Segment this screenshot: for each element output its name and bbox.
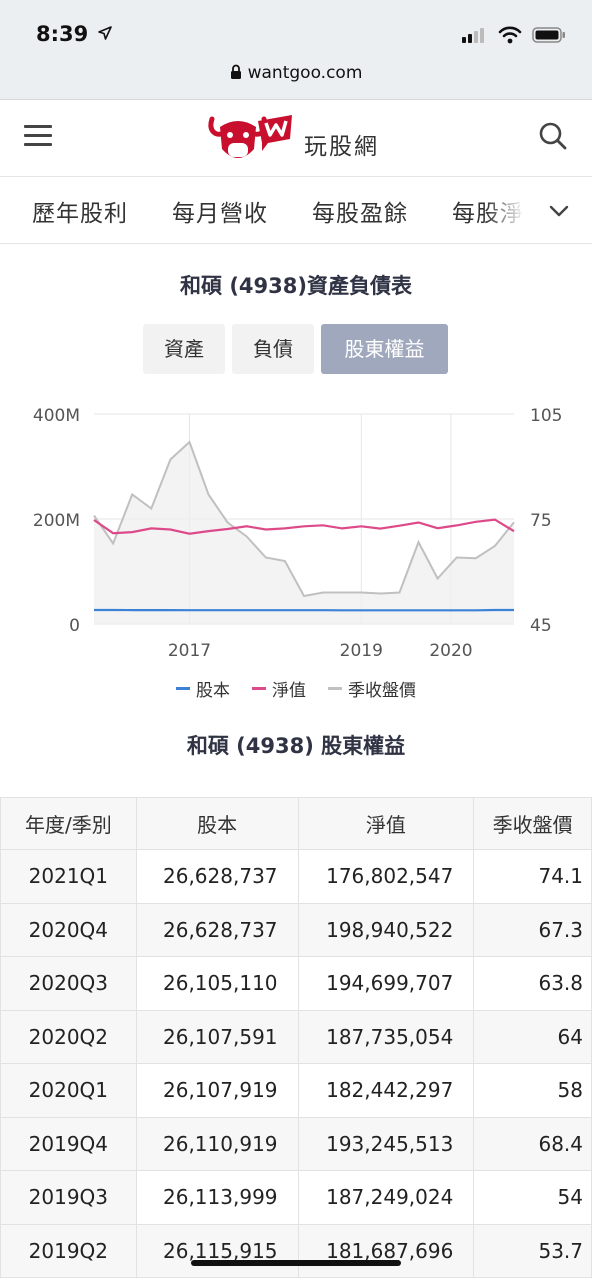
cell-net-value: 194,699,707: [297, 956, 475, 1011]
chart-title: 和碩 (4938)資產負債表: [180, 274, 412, 298]
series-line-price: [93, 440, 515, 598]
equity-table: 年度/季別 股本 淨值 季收盤價 2021Q1 26,628,737 176,802…: [0, 797, 592, 1278]
clock: 8:39: [36, 22, 89, 46]
wifi-icon: [498, 26, 522, 44]
cell-capital: 26,110,919: [135, 1116, 299, 1171]
tab-monthly-revenue[interactable]: 每月營收: [172, 201, 268, 227]
cellular-signal-icon: [462, 28, 484, 43]
cell-capital: 26,113,999: [135, 1170, 299, 1225]
legend-swatch: [176, 686, 190, 690]
table-row: 2020Q2 26,107,591 187,735,054 64: [0, 1009, 592, 1064]
table-row: 2020Q3 26,105,110 194,699,707 63.8: [0, 956, 592, 1011]
legend-swatch: [252, 686, 266, 690]
cell-period: 2020Q2: [0, 1009, 137, 1064]
system-icons: [462, 26, 566, 44]
cell-period: 2020Q1: [0, 1063, 137, 1118]
column-header-net-value[interactable]: 淨值: [297, 797, 475, 850]
browser-status-bar: 8:39 wantgoo.com: [0, 0, 592, 100]
cell-price: 63.8: [473, 956, 592, 1011]
cell-net-value: 187,735,054: [297, 1009, 475, 1064]
cell-capital: 26,115,915: [135, 1223, 299, 1278]
table-header-row: 年度/季別 股本 淨值 季收盤價: [0, 797, 592, 850]
cell-period: 2021Q1: [0, 849, 137, 904]
hamburger-menu-icon[interactable]: [24, 125, 52, 149]
lock-icon: [230, 64, 241, 79]
site-header: 玩股網: [0, 101, 592, 177]
legend-item-capital[interactable]: 股本: [176, 676, 230, 701]
cell-net-value: 187,249,024: [297, 1170, 475, 1225]
equity-chart: 400M 105 200M 75 0 45 2017 2019 2020: [33, 406, 563, 661]
left-axis-tick-label: 200M: [33, 511, 80, 531]
cell-net-value: 198,940,522: [297, 902, 475, 957]
column-header-period[interactable]: 年度/季別: [0, 797, 137, 850]
cell-price: 58: [473, 1063, 592, 1118]
cell-period: 2019Q3: [0, 1170, 137, 1225]
cell-price: 64: [473, 1009, 592, 1064]
left-axis-tick-label: 400M: [33, 406, 80, 426]
site-name: 玩股網: [304, 134, 379, 160]
price-area: [94, 442, 514, 624]
cell-price: 68.4: [473, 1116, 592, 1171]
x-axis-tick-label: 2017: [168, 641, 211, 661]
legend-label: 股本: [196, 680, 230, 701]
table-row: 2019Q3 26,113,999 187,249,024 54: [0, 1170, 592, 1225]
table-row: 2020Q1 26,107,919 182,442,297 58: [0, 1063, 592, 1118]
table-row: 2020Q4 26,628,737 198,940,522 67.3: [0, 902, 592, 957]
cell-capital: 26,105,110: [135, 956, 299, 1011]
battery-icon: [532, 27, 565, 43]
url-text: wantgoo.com: [247, 63, 363, 83]
cell-net-value: 182,442,297: [297, 1063, 475, 1118]
cell-period: 2020Q3: [0, 956, 137, 1011]
legend-label: 季收盤價: [348, 680, 416, 701]
column-header-price[interactable]: 季收盤價: [473, 797, 592, 850]
cell-capital: 26,107,919: [135, 1063, 299, 1118]
cell-price: 53.7: [473, 1223, 592, 1278]
category-tabs: 歷年股利 每月營收 每股盈餘 每股淨: [0, 178, 592, 244]
column-header-capital[interactable]: 股本: [135, 797, 299, 850]
cell-period: 2019Q2: [0, 1223, 137, 1278]
cell-period: 2019Q4: [0, 1116, 137, 1171]
cell-net-value: 193,245,513: [297, 1116, 475, 1171]
table-row: 2019Q2 26,115,915 181,687,696 53.7: [0, 1223, 592, 1278]
x-axis-tick-label: 2020: [429, 641, 472, 661]
right-axis-tick-label: 105: [530, 406, 562, 426]
table-row: 2021Q1 26,628,737 176,802,547 74.1: [0, 849, 592, 904]
table-title: 和碩 (4938) 股東權益: [186, 734, 406, 758]
tab-dividend-history[interactable]: 歷年股利: [32, 201, 128, 227]
search-icon[interactable]: [538, 121, 568, 151]
tab-eps[interactable]: 每股盈餘: [312, 201, 408, 227]
location-arrow-icon: [98, 26, 112, 40]
chart-legend: 股本 淨值 季收盤價: [0, 676, 592, 701]
cell-period: 2020Q4: [0, 902, 137, 957]
cell-capital: 26,628,737: [135, 902, 299, 957]
bull-logo-icon: [208, 115, 292, 158]
address-bar[interactable]: wantgoo.com: [0, 63, 592, 83]
home-indicator: [191, 1260, 401, 1266]
cell-price: 74.1: [473, 849, 592, 904]
segment-assets[interactable]: 資產: [143, 324, 225, 374]
legend-item-price[interactable]: 季收盤價: [328, 676, 416, 701]
cell-capital: 26,107,591: [135, 1009, 299, 1064]
legend-label: 淨值: [272, 680, 306, 701]
legend-swatch: [328, 686, 342, 690]
table-row: 2019Q4 26,110,919 193,245,513 68.4: [0, 1116, 592, 1171]
cell-price: 67.3: [473, 902, 592, 957]
site-logo[interactable]: 玩股網: [206, 109, 406, 169]
chevron-down-icon[interactable]: [546, 198, 572, 224]
cell-net-value: 181,687,696: [297, 1223, 475, 1278]
cell-net-value: 176,802,547: [297, 849, 475, 904]
x-axis-tick-label: 2019: [340, 641, 383, 661]
segment-equity[interactable]: 股東權益: [321, 324, 448, 374]
cell-capital: 26,628,737: [135, 849, 299, 904]
legend-item-net-value[interactable]: 淨值: [252, 676, 306, 701]
series-line-net-value: [93, 518, 515, 535]
left-axis-tick-label: 0: [69, 616, 80, 636]
segment-liabilities[interactable]: 負債: [232, 324, 314, 374]
right-axis-tick-label: 75: [530, 511, 552, 531]
cell-price: 54: [473, 1170, 592, 1225]
right-axis-tick-label: 45: [530, 616, 552, 636]
